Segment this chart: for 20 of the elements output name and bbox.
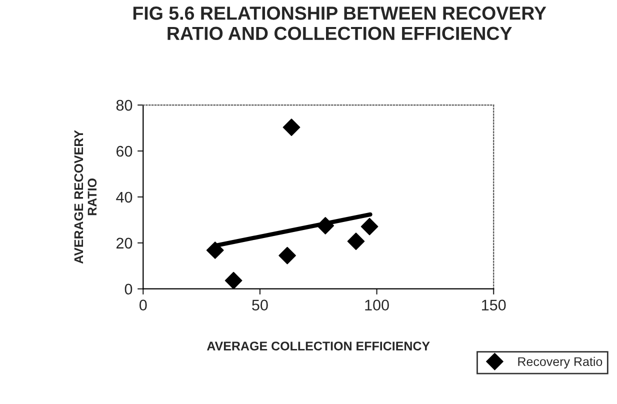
x-axis-title: AVERAGE COLLECTION EFFICIENCY: [206, 342, 430, 350]
y-tick-label: 60: [116, 146, 132, 157]
point: [278, 246, 296, 264]
x-tick-label: 150: [482, 300, 506, 310]
point: [316, 216, 334, 234]
x-tick-label: 0: [139, 300, 147, 310]
x-tick-label: 100: [365, 300, 389, 310]
legend-label: Recovery Ratio: [518, 356, 602, 369]
point: [224, 272, 242, 289]
y-tick-label: 0: [124, 284, 132, 295]
point: [206, 242, 224, 259]
point: [360, 218, 378, 236]
point: [282, 118, 300, 136]
y-axis-title: AVERAGE RECOVERY RATIO: [74, 130, 97, 264]
y-tick-label: 20: [116, 238, 132, 249]
y-tick-label: 80: [116, 100, 132, 111]
chart-title: FIG 5.6 RELATIONSHIP BETWEEN RECOVERY RATIO AND COLLECTION EFFICIENCY: [133, 6, 546, 40]
x-tick-label: 50: [252, 300, 268, 310]
y-tick-label: 40: [116, 192, 132, 203]
point: [347, 232, 365, 250]
